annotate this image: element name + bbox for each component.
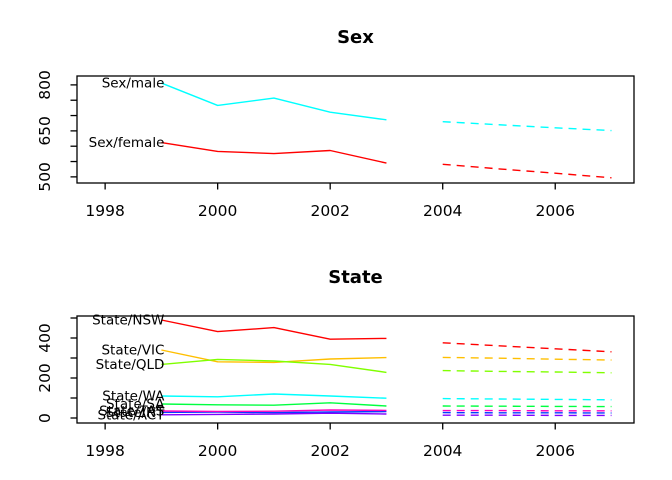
series-label: State/VIC xyxy=(101,343,164,359)
series-label: State/QLD xyxy=(96,357,165,373)
x-tick-label: 2002 xyxy=(310,442,349,460)
series-line-forecast xyxy=(442,405,612,408)
series-line-solid xyxy=(161,349,387,364)
y-tick-label: 800 xyxy=(36,70,54,100)
sex-chart-title: Sex xyxy=(337,27,374,48)
series-line-solid xyxy=(161,82,387,121)
series-line-solid xyxy=(161,402,387,407)
series-line-forecast xyxy=(442,120,612,132)
series-line-solid xyxy=(161,410,387,414)
y-tick-label: 400 xyxy=(36,323,54,353)
series-line-forecast xyxy=(442,356,612,361)
series-label: State/SA xyxy=(106,397,165,413)
y-tick-label: 200 xyxy=(36,363,54,393)
series-label: State/TAS xyxy=(99,404,164,420)
state-chart: 1998 2000 2002 2004 2006 0 200 400 State/NSW Stat… xyxy=(36,313,635,460)
sex-chart: 1998 2000 2002 2004 2006 500 650 800 Sex/female S… xyxy=(36,70,635,220)
y-tick-label: 500 xyxy=(36,162,54,192)
series-label: State/NSW xyxy=(92,313,164,329)
plot-box xyxy=(76,315,635,424)
x-tick-label: 1998 xyxy=(85,442,124,460)
x-tick-label: 2002 xyxy=(310,202,349,220)
series-line-solid xyxy=(161,412,387,416)
series-label: State/ACT xyxy=(97,407,165,423)
series-label: State/NT xyxy=(106,405,165,421)
x-tick-label: 2006 xyxy=(536,442,575,460)
y-tick-label: 650 xyxy=(36,116,54,146)
series-label: Sex/female xyxy=(89,135,165,151)
series-label: Sex/male xyxy=(102,76,165,92)
state-chart-title: State xyxy=(328,267,383,288)
x-tick-label: 2004 xyxy=(423,202,462,220)
y-tick-label: 0 xyxy=(36,413,54,423)
x-tick-label: 2004 xyxy=(423,442,462,460)
series-line-forecast xyxy=(442,369,612,374)
series-line-solid xyxy=(161,409,387,413)
series-line-forecast xyxy=(442,163,612,179)
x-tick-label: 2006 xyxy=(536,202,575,220)
series-line-solid xyxy=(161,358,387,374)
series-line-solid xyxy=(161,393,387,399)
series-line-forecast xyxy=(442,397,612,401)
series-label: State/WA xyxy=(102,389,165,405)
x-tick-label: 2000 xyxy=(198,442,237,460)
x-tick-label: 1998 xyxy=(85,202,124,220)
series-line-solid xyxy=(161,141,387,164)
plot-box xyxy=(76,75,635,184)
series-line-solid xyxy=(161,319,387,340)
series-line-forecast xyxy=(442,342,612,353)
x-tick-label: 2000 xyxy=(198,202,237,220)
